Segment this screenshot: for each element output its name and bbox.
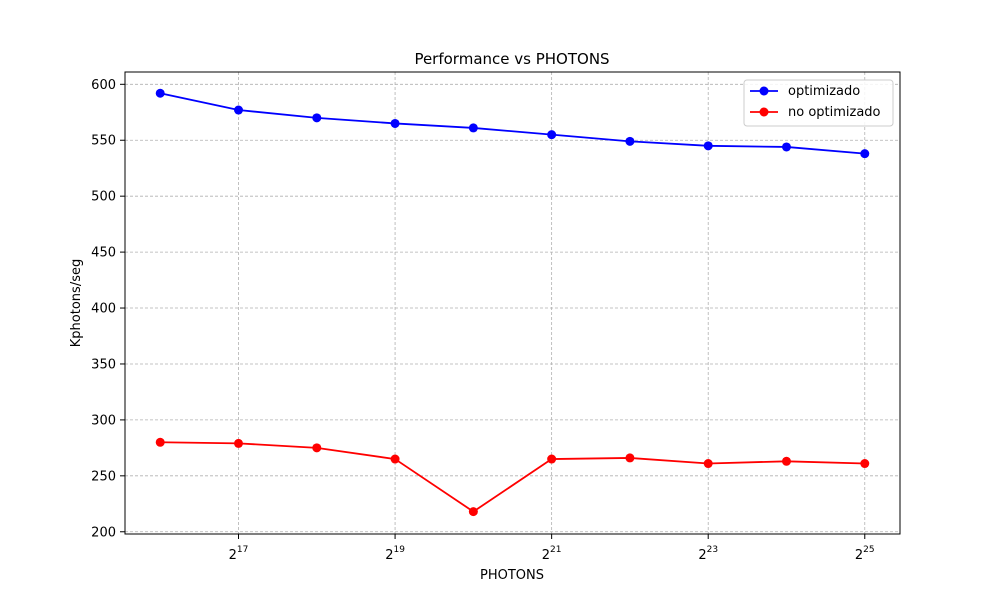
- y-tick-label: 250: [91, 469, 116, 484]
- x-tick-base: 2: [698, 548, 706, 563]
- legend-marker-optimizado: [759, 86, 769, 96]
- y-tick-label: 200: [91, 525, 116, 540]
- data-point-s0-9: [860, 149, 870, 159]
- data-point-s0-6: [625, 136, 635, 146]
- data-point-s0-5: [547, 130, 557, 140]
- x-tick-base: 2: [229, 548, 237, 563]
- x-tick-label: 217: [229, 545, 249, 563]
- x-tick-base: 2: [385, 548, 393, 563]
- x-tick-label: 225: [855, 545, 875, 563]
- y-tick-label: 400: [91, 302, 116, 317]
- data-point-s0-4: [468, 123, 478, 133]
- data-point-s1-1: [234, 438, 244, 448]
- data-point-s0-2: [312, 113, 322, 123]
- series-line-0: [160, 92, 865, 155]
- x-tick-label: 219: [385, 545, 405, 563]
- data-point-s1-2: [312, 443, 322, 453]
- data-point-s0-0: [155, 88, 165, 98]
- y-tick-label: 350: [91, 357, 116, 372]
- chart-title: Performance vs PHOTONS: [414, 50, 609, 68]
- legend-marker-no-optimizado: [759, 107, 769, 117]
- x-tick-exponent: 21: [550, 545, 561, 555]
- y-axis: 200 250 300 350 400 450 500 550 600: [91, 78, 125, 540]
- x-tick-exponent: 17: [237, 545, 248, 555]
- series-line-1: [160, 441, 865, 513]
- legend-label-optimizado: optimizado: [788, 84, 860, 99]
- x-tick-exponent: 23: [707, 545, 718, 555]
- data-point-s0-7: [703, 141, 713, 151]
- data-point-s1-3: [390, 454, 400, 464]
- y-tick-label: 600: [91, 78, 116, 93]
- legend-label-no-optimizado: no optimizado: [788, 105, 881, 120]
- x-tick-exponent: 25: [863, 545, 874, 555]
- y-axis-label: Kphotons/seg: [69, 259, 84, 347]
- data-point-s1-8: [781, 456, 791, 466]
- data-point-s1-9: [860, 459, 870, 469]
- x-axis: 217 219 221 223 225: [229, 534, 875, 563]
- plot-area: [124, 71, 901, 535]
- x-tick-exponent: 19: [393, 545, 405, 555]
- y-tick-label: 300: [91, 413, 116, 428]
- y-tick-label: 450: [91, 246, 116, 261]
- x-axis-label: PHOTONS: [480, 568, 544, 583]
- x-tick-label: 221: [542, 545, 562, 563]
- x-tick-base: 2: [542, 548, 550, 563]
- data-point-s1-4: [468, 507, 478, 517]
- legend: optimizado no optimizado: [743, 79, 894, 127]
- data-point-s1-7: [703, 459, 713, 469]
- data-point-s1-0: [155, 437, 165, 447]
- data-point-s1-6: [625, 453, 635, 463]
- data-point-s0-1: [234, 105, 244, 115]
- grid-lines: [125, 72, 900, 534]
- data-point-s1-5: [547, 454, 557, 464]
- data-point-s0-8: [781, 142, 791, 152]
- x-tick-label: 223: [698, 545, 718, 563]
- y-tick-label: 500: [91, 190, 116, 205]
- y-tick-label: 550: [91, 134, 116, 149]
- series-layer: [155, 88, 870, 517]
- legend-box: [743, 79, 894, 127]
- x-tick-base: 2: [855, 548, 863, 563]
- data-point-s0-3: [390, 118, 400, 128]
